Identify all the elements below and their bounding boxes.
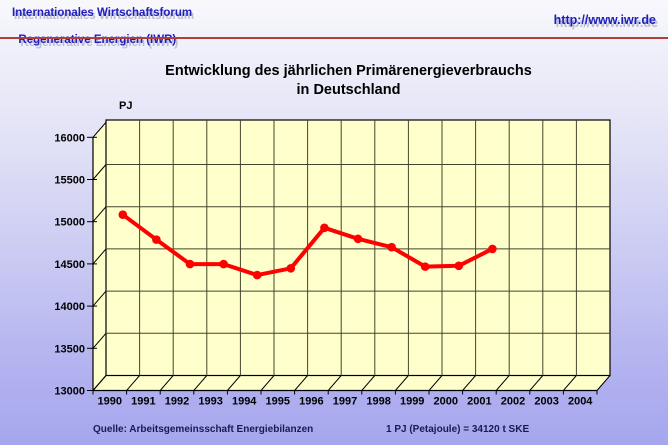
x-tick-connector xyxy=(395,375,409,391)
data-point-marker xyxy=(353,234,363,244)
x-tick-label: 2003 xyxy=(534,396,558,408)
x-tick-label: 1998 xyxy=(366,396,390,408)
data-point-marker xyxy=(286,264,296,273)
data-point-marker xyxy=(118,210,128,220)
y-tick-connector xyxy=(92,206,107,223)
x-tick-label: 2000 xyxy=(434,396,458,408)
data-point-marker xyxy=(219,259,228,269)
data-point-marker xyxy=(387,242,396,252)
y-tick-connector xyxy=(92,290,107,307)
x-tick-label: 2001 xyxy=(467,396,491,408)
unit-conversion-note: 1 PJ (Petajoule) = 34120 t SKE xyxy=(386,424,530,435)
data-point-marker xyxy=(320,223,329,233)
x-tick-connector xyxy=(495,375,510,391)
x-tick-connector xyxy=(529,375,544,391)
x-tick-connector xyxy=(327,375,342,391)
data-point-marker xyxy=(488,244,497,254)
y-tick-label: 14000 xyxy=(54,301,85,313)
data-point-marker xyxy=(185,259,195,269)
x-tick-connector xyxy=(260,375,275,391)
x-tick-connector xyxy=(92,375,107,391)
y-tick-label: 16000 xyxy=(54,132,85,144)
x-tick-connector xyxy=(294,375,308,391)
y-tick-connector xyxy=(92,121,107,138)
chart-title-line2: in Deutschland xyxy=(296,82,401,98)
website-link[interactable]: http://www.iwr.de xyxy=(553,13,656,27)
y-tick-label: 13000 xyxy=(54,386,85,398)
x-tick-label: 1994 xyxy=(232,396,257,408)
x-tick-label: 2002 xyxy=(501,396,525,408)
data-point-marker xyxy=(454,261,464,271)
source-note: Quelle: Arbeitsgemeinsschaft Energiebila… xyxy=(93,424,314,435)
data-point-marker xyxy=(252,270,262,280)
x-tick-connector xyxy=(462,375,476,391)
y-axis-unit-label: PJ xyxy=(119,100,133,112)
y-tick-label: 14500 xyxy=(54,259,85,271)
x-tick-connector xyxy=(596,375,611,391)
x-tick-connector xyxy=(361,375,376,391)
chart-floor xyxy=(92,375,611,391)
plot-area xyxy=(105,119,611,377)
x-tick-label: 1990 xyxy=(98,396,122,408)
x-tick-connector xyxy=(227,375,241,391)
x-tick-label: 1999 xyxy=(400,396,424,408)
data-point-marker xyxy=(152,235,161,244)
x-tick-connector xyxy=(428,375,443,391)
chart-title: Entwicklung des jährlichen Primärenergie… xyxy=(80,62,617,100)
x-tick-label: 1995 xyxy=(266,396,290,408)
org-title-line1: Internationales Wirtschaftsforum xyxy=(12,7,193,19)
y-tick-label: 15500 xyxy=(54,175,85,187)
x-tick-label: 1992 xyxy=(165,396,189,408)
x-tick-label: 1996 xyxy=(299,396,323,408)
x-tick-connector xyxy=(126,375,140,391)
chart-title-line1: Entwicklung des jährlichen Primärenergie… xyxy=(165,63,532,79)
x-tick-connector xyxy=(159,375,174,391)
x-tick-label: 1991 xyxy=(131,396,155,408)
x-tick-label: 2004 xyxy=(568,396,593,408)
y-tick-connector xyxy=(92,164,107,180)
y-tick-connector xyxy=(92,248,107,265)
y-tick-label: 15000 xyxy=(54,217,85,229)
x-tick-connector xyxy=(193,375,208,391)
y-tick-connector xyxy=(92,332,107,349)
data-point-marker xyxy=(420,262,430,271)
series-line xyxy=(120,212,495,278)
y-tick-label: 13500 xyxy=(54,343,85,355)
header-separator-rule xyxy=(0,37,668,39)
x-tick-label: 1993 xyxy=(198,396,222,408)
x-tick-label: 1997 xyxy=(333,396,357,408)
x-tick-connector xyxy=(563,375,577,391)
